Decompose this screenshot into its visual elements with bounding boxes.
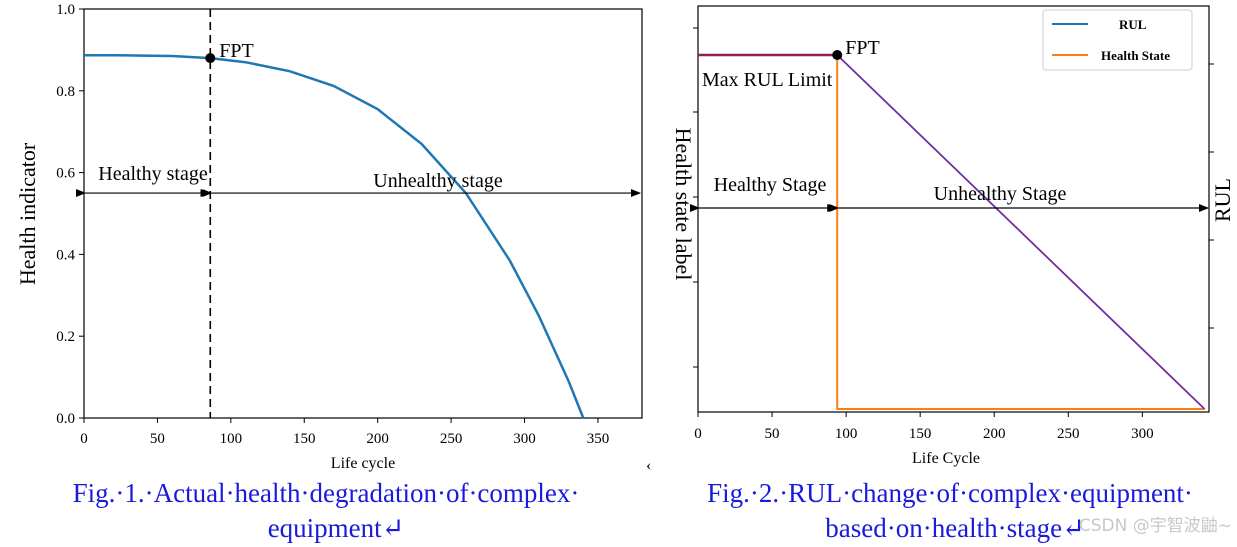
- fpt-point: [832, 50, 843, 60]
- x-tick-label: 200: [983, 426, 1006, 442]
- x-tick-label: 50: [765, 426, 780, 442]
- health-indicator-curve: [84, 53, 585, 419]
- chart-rul-health-state: 0 50 100 150 200 250 300 Life Cycle Health sta…: [671, 5, 1235, 467]
- x-tick-label: 350: [587, 431, 610, 447]
- legend: RUL Health State: [1042, 9, 1193, 71]
- legend-label-health-state: Health State: [1101, 48, 1170, 63]
- fpt-point: [205, 53, 216, 64]
- unhealthy-stage-label: Unhealthy Stage: [934, 183, 1067, 205]
- x-tick-label: 100: [835, 426, 858, 442]
- x-axis-ticks: 0 50 100 150 200 250 300 350: [80, 418, 609, 447]
- right-axis-ticks: [1209, 63, 1214, 329]
- right-axis-label: RUL: [1210, 178, 1235, 222]
- stray-mark: ‹: [646, 457, 651, 474]
- y-tick-label: 0.6: [56, 166, 75, 182]
- unhealthy-stage-label: Unhealthy stage: [373, 170, 503, 192]
- fig1-caption-line1: Fig.·1.·Actual·health·degradation·of·com…: [73, 478, 580, 508]
- x-tick-label: 250: [1057, 426, 1080, 442]
- healthy-stage-label: Healthy stage: [98, 163, 208, 185]
- x-axis-label: Life Cycle: [912, 450, 980, 467]
- left-axis-ticks: [693, 27, 698, 368]
- chart-health-indicator: 0.0 0.2 0.4 0.6 0.8 1.0 0 50 100 150 200 250 300 350…: [15, 2, 643, 472]
- healthy-stage-label: Healthy Stage: [714, 174, 827, 196]
- x-tick-label: 0: [694, 426, 702, 442]
- legend-label-rul: RUL: [1119, 17, 1147, 32]
- plot-frame: [83, 8, 643, 419]
- y-axis-ticks: 0.0 0.2 0.4 0.6 0.8 1.0: [56, 2, 84, 427]
- x-axis-ticks: 0 50 100 150 200 250 300: [694, 412, 1154, 442]
- fpt-label: FPT: [845, 37, 879, 59]
- rul-line: [698, 54, 1206, 410]
- left-axis-label: Health state label: [671, 128, 696, 281]
- fpt-label: FPT: [219, 40, 253, 62]
- x-tick-label: 250: [440, 431, 463, 447]
- x-axis-label: Life cycle: [331, 455, 395, 472]
- x-tick-label: 150: [909, 426, 932, 442]
- x-tick-label: 150: [293, 431, 316, 447]
- x-tick-label: 300: [1131, 426, 1154, 442]
- x-tick-label: 0: [80, 431, 88, 447]
- y-tick-label: 1.0: [56, 2, 75, 18]
- fig1-caption-line2: equipment↵: [268, 513, 405, 543]
- x-tick-label: 50: [150, 431, 165, 447]
- x-tick-label: 300: [513, 431, 536, 447]
- y-axis-label: Health indicator: [15, 142, 40, 285]
- fig2-caption-line2: based·on·health·stage↵: [825, 513, 1085, 543]
- y-tick-label: 0.2: [56, 329, 75, 345]
- y-tick-label: 0.8: [56, 84, 75, 100]
- x-tick-label: 200: [366, 431, 389, 447]
- watermark: CSDN @宇智波鼬~: [1079, 516, 1232, 536]
- x-tick-label: 100: [220, 431, 243, 447]
- fig2-caption-line1: Fig.·2.·RUL·change·of·complex·equipment·: [707, 478, 1193, 508]
- y-tick-label: 0.4: [56, 247, 75, 263]
- health-state-line: [836, 55, 1205, 410]
- max-rul-limit-label: Max RUL Limit: [702, 69, 833, 91]
- y-tick-label: 0.0: [56, 411, 75, 427]
